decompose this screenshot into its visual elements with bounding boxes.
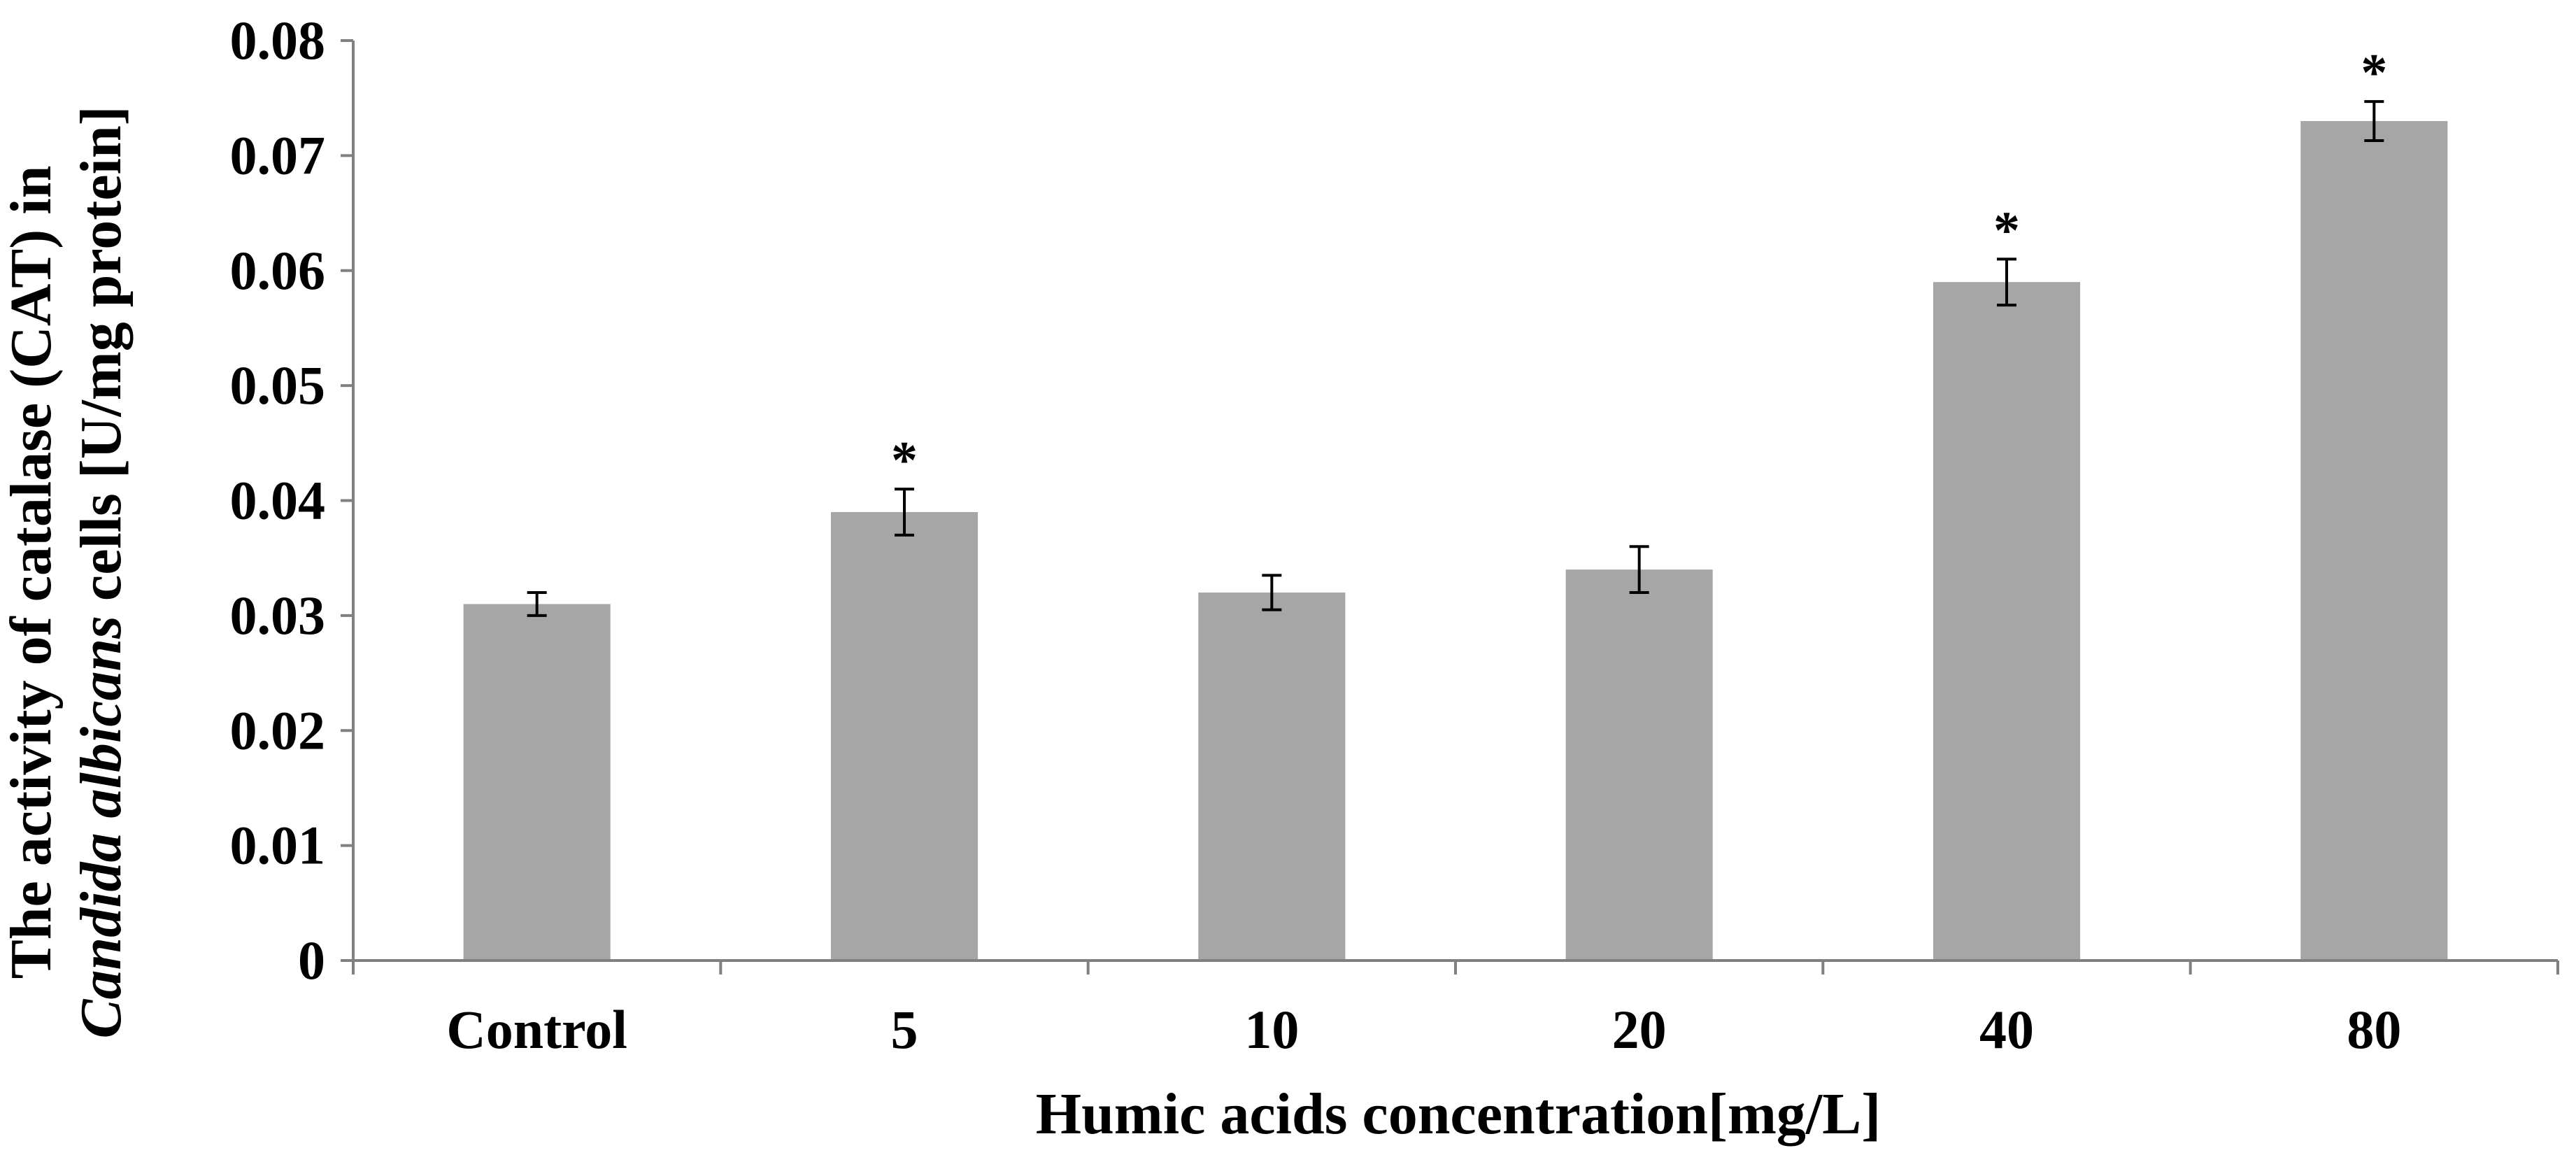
y-tick-label-7: 0.07 <box>230 125 326 185</box>
bar-20 <box>1565 569 1713 961</box>
x-tick-label-control: Control <box>446 999 627 1060</box>
significance-mark-80: * <box>2361 43 2387 102</box>
labels-layer: Control * 5 10 20 * 40 * 80 0 0.01 0.02 0.03 0.04 0.05… <box>230 10 2402 1060</box>
x-tick-label-80: 80 <box>2347 999 2401 1060</box>
x-tick-label-20: 20 <box>1612 999 1667 1060</box>
bar-40 <box>1933 282 2081 961</box>
x-tick-label-5: 5 <box>891 999 918 1060</box>
y-tick-label-8: 0.08 <box>230 10 326 71</box>
y-tick-label-1: 0.01 <box>230 815 326 876</box>
y-axis-title-species: Candida albicans <box>69 616 134 1038</box>
bar-80 <box>2300 121 2448 961</box>
bars-layer <box>463 121 2448 961</box>
y-tick-label-2: 0.02 <box>230 700 326 760</box>
y-tick-label-0: 0 <box>298 930 325 991</box>
y-axis-title-line2: Candida albicans cells [U/mg protein] <box>69 106 134 1038</box>
x-axis-title: Humic acids concentration[mg/L] <box>1036 1082 1881 1147</box>
error-bars-layer <box>527 100 2384 617</box>
significance-mark-40: * <box>1993 201 2020 260</box>
bar-control <box>463 604 611 961</box>
y-axis-title-line1: The activity of catalase (CAT) in <box>0 166 64 979</box>
y-axis-title-unit: cells [U/mg protein] <box>69 106 134 616</box>
significance-mark-5: * <box>891 431 918 490</box>
y-tick-label-3: 0.03 <box>230 585 326 646</box>
y-axis-title: The activity of catalase (CAT) in Candid… <box>0 106 134 1038</box>
bar-10 <box>1198 593 1346 961</box>
bar-5 <box>830 511 979 961</box>
y-tick-label-5: 0.05 <box>230 355 326 416</box>
y-tick-label-6: 0.06 <box>230 240 326 301</box>
x-tick-label-10: 10 <box>1244 999 1299 1060</box>
y-tick-label-4: 0.04 <box>230 470 326 531</box>
axes-layer <box>341 39 2559 975</box>
x-tick-label-40: 40 <box>1979 999 2034 1060</box>
